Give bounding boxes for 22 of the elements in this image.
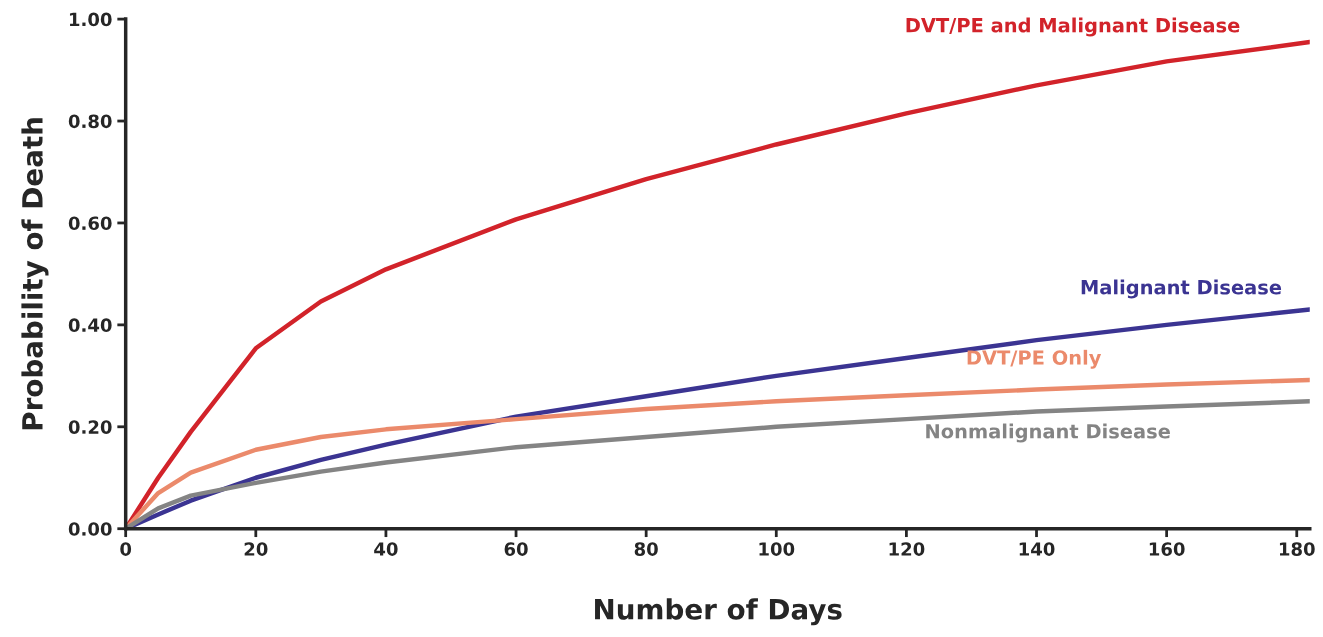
x-tick-label: 60 — [504, 542, 528, 556]
x-tick-label: 80 — [634, 542, 658, 556]
y-tick-label: 1.00 — [69, 12, 112, 27]
series-label: DVT/PE Only — [967, 349, 1102, 369]
x-tick-label: 100 — [759, 542, 795, 556]
y-tick-label: 0.60 — [68, 216, 112, 231]
x-tick-label: 120 — [889, 542, 925, 556]
series-label: Nonmalignant Disease — [926, 423, 1170, 443]
y-tick-label: 0.20 — [68, 420, 112, 434]
y-tick-label: 0.40 — [68, 318, 112, 332]
x-tick-label: 160 — [1149, 542, 1185, 556]
series-label: Malignant Disease — [1081, 279, 1282, 299]
x-tick-label: 0 — [120, 542, 132, 556]
x-tick-label: 140 — [1019, 542, 1055, 556]
x-tick-label: 40 — [374, 542, 398, 556]
x-tick-label: 180 — [1279, 542, 1315, 556]
x-tick-label: 20 — [244, 542, 268, 556]
series-label: DVT/PE and Malignant Disease — [906, 17, 1240, 37]
y-axis-title: Probability of Death — [21, 118, 49, 430]
y-tick-label: 0.80 — [68, 114, 112, 129]
x-axis-title: Number of Days — [595, 598, 842, 626]
y-tick-label: 0.00 — [68, 522, 112, 536]
